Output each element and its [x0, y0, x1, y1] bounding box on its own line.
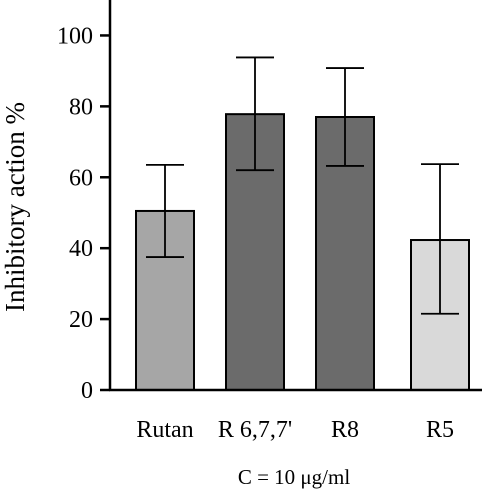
bar-4 — [410, 239, 470, 391]
y-ticks-group: 0 20 40 60 80 100 — [57, 23, 110, 404]
error-bars-group — [146, 56, 459, 315]
y-tick-label-60: 60 — [69, 165, 93, 191]
x-tick-label-3: R8 — [331, 417, 359, 443]
y-tick-label-0: 0 — [81, 378, 93, 404]
x-labels-group: Rutan R 6,7,7' R8 R5 — [136, 417, 454, 443]
bars-group — [135, 113, 470, 391]
axes-group — [108, 0, 482, 392]
y-tick-label-20: 20 — [69, 307, 93, 333]
concentration-note: C = 10 μg/ml — [238, 465, 351, 489]
x-tick-label-1: Rutan — [136, 417, 193, 443]
x-tick-label-2: R 6,7,7' — [218, 417, 292, 443]
y-tick-label-100: 100 — [57, 23, 93, 49]
y-tick-label-80: 80 — [69, 94, 93, 120]
x-tick-label-4: R5 — [426, 417, 454, 443]
y-tick-label-40: 40 — [69, 236, 93, 262]
y-axis-title: Inhibitory action % — [0, 102, 30, 312]
